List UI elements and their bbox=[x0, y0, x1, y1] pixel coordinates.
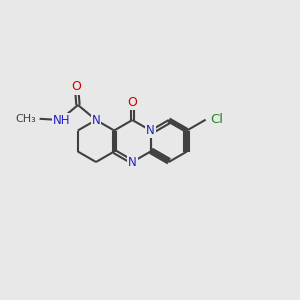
Text: CH₃: CH₃ bbox=[15, 114, 36, 124]
Text: O: O bbox=[72, 80, 81, 94]
Text: N: N bbox=[128, 155, 137, 169]
Text: N: N bbox=[146, 124, 155, 137]
Text: Cl: Cl bbox=[210, 113, 223, 126]
Text: O: O bbox=[128, 96, 137, 109]
Text: NH: NH bbox=[52, 113, 70, 127]
Text: N: N bbox=[92, 113, 100, 127]
